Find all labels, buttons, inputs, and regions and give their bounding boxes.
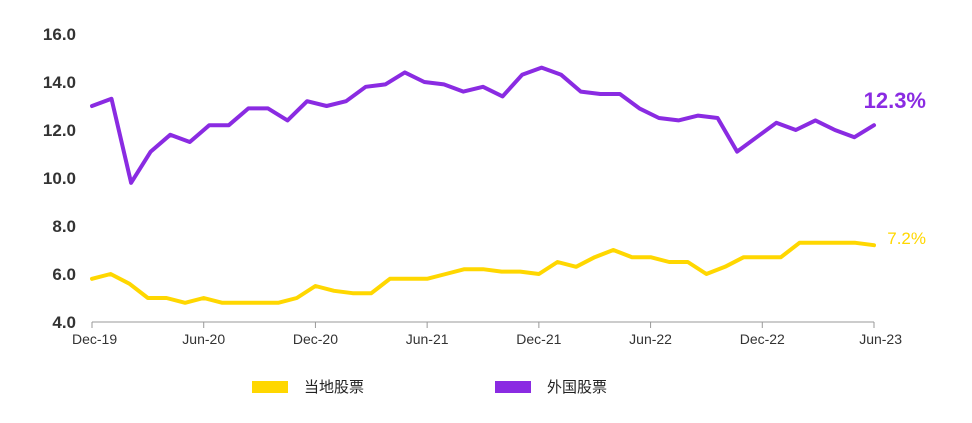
x-tick-label: Jun-21 — [406, 331, 449, 347]
y-tick-label: 12.0 — [43, 121, 76, 140]
x-axis: Dec-19 Jun-20 Dec-20 Jun-21 Dec-21 Jun-22 Dec-… — [72, 321, 902, 347]
x-tick-label: Jun-20 — [182, 331, 225, 347]
y-tick-label: 14.0 — [43, 73, 76, 92]
x-tick-label: Dec-19 — [72, 331, 117, 347]
end-label-foreign-equity: 12.3% — [864, 88, 926, 113]
y-tick-label: 4.0 — [52, 313, 76, 332]
end-labels: 7.2% 12.3% — [864, 88, 926, 248]
series-layer — [90, 65, 876, 305]
y-tick-label: 8.0 — [52, 217, 76, 236]
legend-label-local-equity: 当地股票 — [304, 378, 365, 396]
x-tick-label: Dec-20 — [293, 331, 338, 347]
y-tick-label: 16.0 — [43, 25, 76, 44]
legend-swatch-local-equity — [252, 380, 288, 393]
y-tick-label: 6.0 — [52, 265, 76, 284]
x-tick-label: Jun-22 — [629, 331, 672, 347]
series-line-local-equity — [90, 240, 876, 305]
legend-item-local-equity: 当地股票 — [252, 376, 364, 397]
legend: 当地股票 外国股票 — [0, 376, 972, 404]
x-tick-label: Jun-23 — [859, 331, 902, 347]
x-tick-label: Dec-21 — [516, 331, 561, 347]
end-label-local-equity: 7.2% — [887, 229, 926, 248]
x-tick-label: Dec-22 — [740, 331, 785, 347]
legend-swatch-foreign-equity — [495, 380, 531, 393]
legend-item-foreign-equity: 外国股票 — [495, 376, 607, 397]
legend-label-foreign-equity: 外国股票 — [547, 378, 608, 396]
series-line-foreign-equity — [90, 65, 876, 185]
y-axis: 4.0 6.0 8.0 10.0 12.0 14.0 16.0 — [43, 25, 76, 332]
y-tick-label: 10.0 — [43, 169, 76, 188]
